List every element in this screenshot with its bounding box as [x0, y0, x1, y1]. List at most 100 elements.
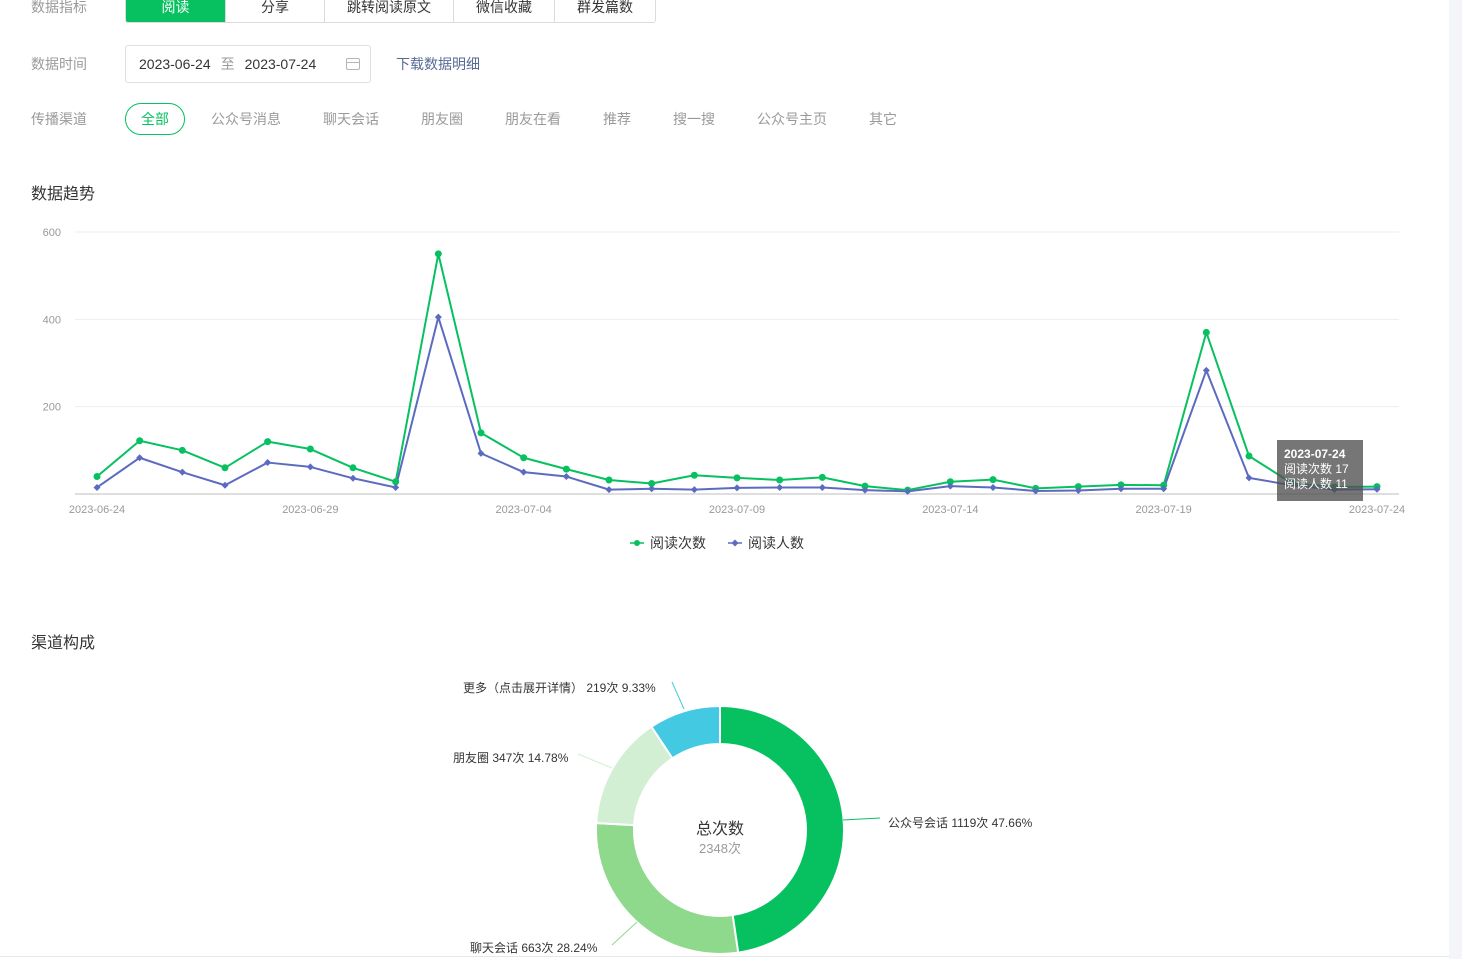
- y-tick-label: 200: [43, 402, 61, 414]
- channel-other[interactable]: 其它: [869, 111, 897, 127]
- trend-legend: 阅读次数 阅读人数: [0, 533, 1462, 553]
- tab-read[interactable]: 阅读: [126, 0, 225, 22]
- donut-center-value: 2348次: [699, 841, 741, 856]
- data-point-read-count: [178, 446, 186, 454]
- data-point-read-count: [392, 478, 400, 486]
- channel-gzh-home[interactable]: 公众号主页: [757, 111, 827, 127]
- data-point-read-count: [1074, 483, 1082, 491]
- series-line-2: [96, 316, 1378, 493]
- data-point-reader-count: [178, 468, 186, 476]
- download-details-link[interactable]: 下载数据明细: [396, 56, 480, 72]
- tab-wechat-favorites[interactable]: 微信收藏: [453, 0, 554, 22]
- pie-label-more[interactable]: 更多（点击展开详情） 219次 9.33%: [463, 681, 656, 695]
- trend-chart: 200 400 600 2023-06-24 2023-06-29 2023-07-04 2…: [43, 227, 1406, 516]
- page-scroll-gutter: [1449, 0, 1462, 959]
- x-tick-label: 2023-06-29: [282, 504, 338, 516]
- data-point-read-count: [221, 464, 229, 472]
- pie-label-moments: 朋友圈 347次 14.78%: [453, 751, 569, 765]
- series-line-1: [96, 252, 1378, 492]
- x-tick-label: 2023-07-09: [709, 504, 765, 516]
- data-point-reader-count: [818, 483, 826, 491]
- channel-gzh-message[interactable]: 公众号消息: [211, 111, 281, 127]
- data-point-reader-count: [434, 313, 442, 321]
- channel-friends-watching[interactable]: 朋友在看: [505, 111, 561, 127]
- page-divider: [0, 956, 1449, 957]
- data-point-reader-count: [1245, 474, 1253, 482]
- data-point-reader-count: [221, 481, 229, 489]
- data-point-read-count: [818, 473, 826, 481]
- data-point-reader-count: [648, 485, 656, 493]
- x-tick-label: 2023-07-19: [1136, 504, 1192, 516]
- calendar-icon[interactable]: [346, 58, 360, 70]
- tab-share[interactable]: 分享: [225, 0, 324, 22]
- data-point-read-count: [690, 471, 698, 479]
- tab-mass-posts[interactable]: 群发篇数: [554, 0, 655, 22]
- data-point-reader-count: [946, 482, 954, 490]
- legend-reader-count[interactable]: 阅读人数: [728, 533, 804, 553]
- legend-reader-count-label: 阅读人数: [748, 535, 804, 551]
- data-point-read-count: [1117, 481, 1125, 489]
- leader-line-1: [842, 817, 881, 821]
- date-start: 2023-06-24: [139, 56, 211, 72]
- channel-recommend[interactable]: 推荐: [603, 111, 631, 127]
- channel-chat[interactable]: 聊天会话: [323, 111, 379, 127]
- x-tick-label: 2023-06-24: [69, 504, 125, 516]
- data-point-read-count: [349, 464, 357, 472]
- data-point-read-count: [306, 445, 314, 453]
- data-point-read-count: [520, 454, 528, 462]
- channel-row: 传播渠道 全部 公众号消息 聊天会话 朋友圈 朋友在看 推荐 搜一搜 公众号主页…: [31, 103, 897, 135]
- data-point-read-count: [605, 476, 613, 484]
- data-point-reader-count: [136, 454, 144, 462]
- data-point-reader-count: [349, 474, 357, 482]
- x-tick-label: 2023-07-04: [496, 504, 552, 516]
- data-point-reader-count: [1160, 485, 1168, 493]
- data-point-read-count: [93, 473, 101, 481]
- date-range-picker[interactable]: 2023-06-24 至 2023-07-24: [125, 45, 371, 83]
- data-point-reader-count: [306, 463, 314, 471]
- pie-label-gzh: 公众号会话 1119次 47.66%: [888, 816, 1033, 830]
- metric-tabs: 阅读 分享 跳转阅读原文 微信收藏 群发篇数: [125, 0, 656, 23]
- data-point-reader-count: [93, 483, 101, 491]
- data-point-reader-count: [520, 468, 528, 476]
- date-end: 2023-07-24: [244, 56, 317, 72]
- data-point-reader-count: [1032, 487, 1040, 495]
- tooltip-read-count: 阅读次数 17: [1284, 462, 1349, 476]
- pie-label-chat: 聊天会话 663次 28.24%: [470, 941, 598, 955]
- data-point-reader-count: [904, 487, 912, 495]
- metric-row: 数据指标 阅读 分享 跳转阅读原文 微信收藏 群发篇数: [31, 0, 656, 23]
- donut-center-title: 总次数: [695, 821, 744, 838]
- data-point-read-count: [648, 480, 656, 488]
- legend-circle-icon: [630, 539, 644, 547]
- x-tick-label: 2023-07-14: [922, 504, 978, 516]
- channel-search[interactable]: 搜一搜: [673, 111, 715, 127]
- donut-slice-4: [650, 704, 721, 760]
- data-point-reader-count: [861, 486, 869, 494]
- data-point-read-count: [946, 478, 954, 486]
- legend-read-count[interactable]: 阅读次数: [630, 533, 706, 553]
- data-point-read-count: [477, 429, 485, 437]
- data-point-reader-count: [1117, 485, 1125, 493]
- data-point-reader-count: [733, 484, 741, 492]
- x-tick-label: 2023-07-24: [1349, 504, 1405, 516]
- channel-moments[interactable]: 朋友圈: [421, 111, 463, 127]
- leader-line-3: [577, 753, 613, 769]
- composition-title: 渠道构成: [31, 635, 96, 652]
- tab-jump-original[interactable]: 跳转阅读原文: [324, 0, 453, 22]
- trend-title: 数据趋势: [31, 186, 96, 203]
- tooltip-reader-count: 阅读人数 11: [1284, 477, 1348, 491]
- data-point-reader-count: [776, 483, 784, 491]
- data-point-read-count: [1245, 452, 1253, 460]
- data-point-reader-count: [477, 449, 485, 457]
- chart-tooltip: 2023-07-24 阅读次数 17 阅读人数 11: [1277, 440, 1363, 501]
- metric-label: 数据指标: [31, 0, 87, 15]
- date-row: 数据时间 2023-06-24 至 2023-07-24 下载数据明细: [31, 45, 480, 83]
- data-point-reader-count: [392, 483, 400, 491]
- legend-diamond-icon: [728, 539, 742, 547]
- time-label: 数据时间: [31, 56, 87, 72]
- data-point-read-count: [562, 465, 570, 473]
- donut-slice-1: [719, 704, 845, 954]
- channel-all[interactable]: 全部: [125, 103, 185, 135]
- y-tick-label: 600: [43, 227, 61, 239]
- data-point-reader-count: [1373, 485, 1381, 493]
- legend-read-count-label: 阅读次数: [650, 535, 706, 551]
